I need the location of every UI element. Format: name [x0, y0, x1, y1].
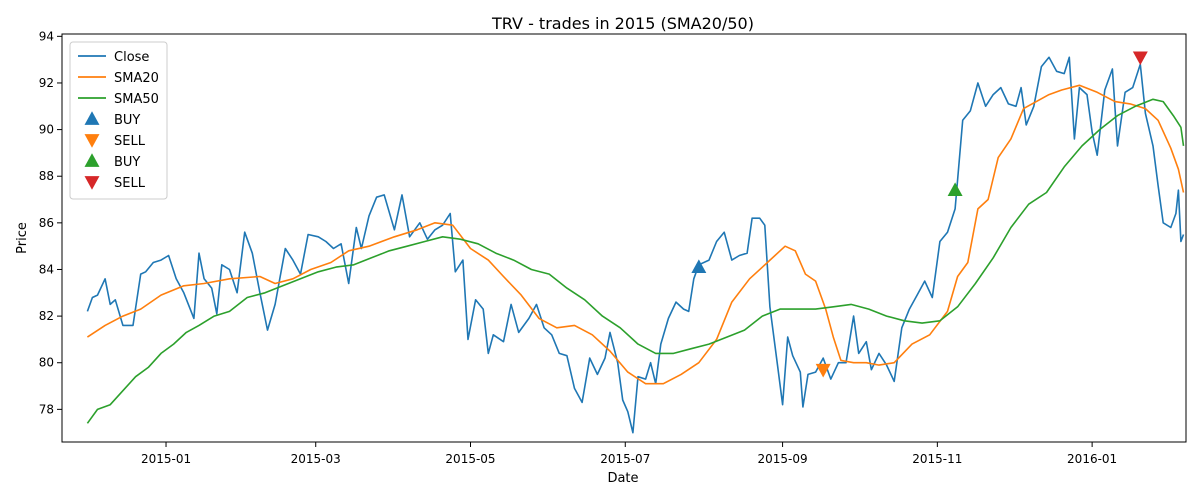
y-tick-label: 78	[39, 402, 54, 416]
legend-swatch	[84, 134, 100, 148]
legend-label: SMA20	[114, 71, 159, 86]
x-tick-label: 2016-01	[1067, 452, 1117, 466]
series-line-close	[86, 56, 1185, 434]
x-tick-label: 2015-11	[912, 452, 962, 466]
x-tick-label: 2015-07	[600, 452, 650, 466]
legend-label: BUY	[114, 113, 140, 128]
trade-marker-sell-2	[815, 363, 831, 378]
chart-title: TRV - trades in 2015 (SMA20/50)	[491, 14, 754, 33]
y-tick-label: 92	[39, 76, 54, 90]
x-axis: 2015-01 2015-03 2015-05 2015-07 2015-09 2015-…	[141, 442, 1117, 466]
x-tick-label: 2015-01	[141, 452, 191, 466]
x-tick-label: 2015-05	[445, 452, 495, 466]
legend: Close SMA20 SMA50 BUY SELL BUY SELL	[69, 41, 168, 200]
x-tick-label: 2015-09	[758, 452, 808, 466]
trade-marker-sell-4	[1132, 51, 1148, 66]
y-axis-title: Price	[15, 222, 30, 254]
y-axis: 78 80 82 84 86 88 90 92 94	[39, 29, 62, 416]
trade-marker-buy-1	[691, 259, 707, 273]
series-layer	[86, 56, 1185, 434]
y-tick-label: 90	[39, 123, 54, 137]
y-tick-label: 82	[39, 309, 54, 323]
x-tick-label: 2015-03	[291, 452, 341, 466]
y-tick-label: 80	[39, 356, 54, 370]
marker-layer	[691, 51, 1148, 378]
legend-label: Close	[114, 50, 149, 65]
plot-frame	[61, 33, 1187, 443]
legend-swatch	[84, 153, 100, 167]
legend-label: SMA50	[114, 92, 159, 107]
legend-swatch	[84, 111, 100, 125]
legend-label: SELL	[114, 134, 146, 149]
legend-label: SELL	[114, 176, 146, 191]
series-line-sma50	[86, 98, 1185, 424]
y-tick-label: 88	[39, 169, 54, 183]
trade-marker-buy-3	[947, 182, 963, 197]
y-tick-label: 94	[39, 29, 54, 43]
y-tick-label: 84	[39, 262, 54, 276]
legend-label: BUY	[114, 155, 140, 170]
series-line-sma20	[86, 84, 1185, 385]
legend-swatch	[84, 176, 100, 190]
y-tick-label: 86	[39, 216, 54, 230]
x-axis-title: Date	[607, 471, 638, 486]
